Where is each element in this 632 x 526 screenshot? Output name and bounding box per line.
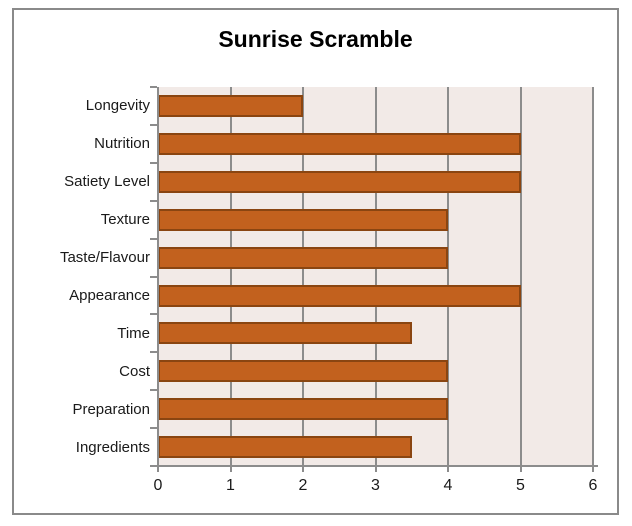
bar — [158, 246, 448, 269]
x-tick-label: 1 — [226, 477, 235, 494]
bar — [158, 208, 448, 231]
category-label: Texture — [100, 211, 150, 229]
category-label: Longevity — [85, 97, 150, 115]
value-axis-tick — [229, 465, 232, 472]
value-axis-tick — [519, 465, 522, 472]
x-tick-label: 4 — [443, 477, 453, 494]
category-axis-tick — [150, 313, 157, 316]
category-axis-tick — [150, 465, 157, 467]
bar — [158, 398, 448, 421]
value-axis-tick — [447, 465, 449, 472]
gridline — [447, 87, 449, 466]
x-tick-label: 0 — [153, 477, 163, 494]
value-axis-tick — [302, 465, 304, 472]
value-axis-tick — [592, 465, 594, 472]
bar — [158, 132, 521, 155]
category-axis-tick — [150, 123, 157, 126]
gridline — [519, 87, 522, 466]
bar — [158, 322, 412, 345]
x-tick-label: 3 — [371, 477, 380, 494]
chart-title: Sunrise Scramble — [218, 26, 413, 52]
category-axis-tick — [150, 199, 157, 202]
gridline — [302, 87, 304, 466]
category-label: Satiety Level — [64, 173, 150, 191]
category-axis-tick — [150, 351, 157, 354]
value-axis-tick — [157, 465, 159, 472]
category-axis-tick — [150, 161, 157, 164]
value-axis-line — [157, 465, 598, 467]
bar — [158, 170, 521, 193]
category-axis-tick — [150, 86, 157, 88]
x-tick-label: 2 — [298, 477, 308, 494]
bar — [158, 284, 521, 307]
plot-area — [158, 87, 594, 466]
value-axis-tick — [374, 465, 377, 472]
category-axis-tick — [150, 275, 157, 278]
category-label: Taste/Flavour — [59, 249, 150, 267]
gridline — [592, 87, 594, 466]
bar — [158, 436, 412, 459]
category-label: Nutrition — [94, 135, 150, 153]
category-label: Ingredients — [75, 438, 150, 456]
category-axis-tick — [150, 389, 157, 392]
category-axis-tick — [150, 237, 157, 240]
x-tick-label: 5 — [516, 477, 525, 494]
category-label: Time — [117, 324, 150, 342]
gridline — [229, 87, 232, 466]
x-tick-label: 6 — [588, 477, 598, 494]
gridline — [374, 87, 377, 466]
bar — [158, 360, 448, 383]
bar — [158, 95, 303, 117]
category-label: Preparation — [72, 400, 150, 418]
category-label: Appearance — [69, 286, 150, 304]
category-label: Cost — [119, 362, 150, 380]
category-axis-tick — [150, 427, 157, 430]
category-axis-line — [157, 87, 159, 467]
